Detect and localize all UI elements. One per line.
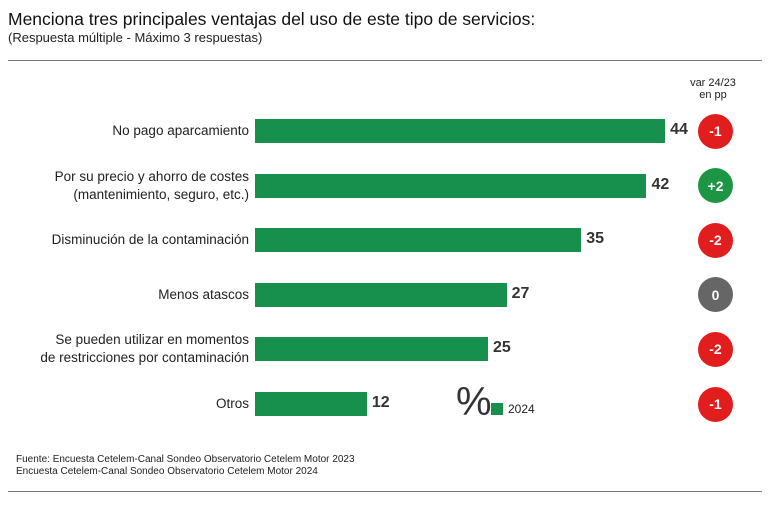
bottom-divider: [8, 491, 762, 492]
category-label-line: Por su precio y ahorro de costes: [54, 168, 249, 184]
bar: [255, 337, 488, 362]
bar-value-label: 44: [670, 121, 688, 138]
category-label: No pago aparcamiento: [0, 122, 249, 140]
bar: [255, 282, 507, 307]
legend-swatch: [491, 403, 503, 415]
category-label: Disminución de la contaminación: [0, 231, 249, 249]
bar: [255, 173, 647, 198]
source-line-2: Encuesta Cetelem-Canal Sondeo Observator…: [16, 466, 318, 477]
top-divider: [8, 60, 762, 61]
chart-title: Menciona tres principales ventajas del u…: [8, 9, 536, 29]
bar-value-label: 27: [511, 284, 530, 302]
legend-label: 2024: [508, 402, 535, 416]
category-label-line: Disminución de la contaminación: [51, 232, 249, 248]
variation-badge: -2: [698, 331, 733, 367]
bar-value-label: 42: [651, 175, 670, 193]
chart-subtitle: (Respuesta múltiple - Máximo 3 respuesta…: [8, 30, 263, 45]
category-label-line: Otros: [215, 396, 249, 411]
category-label-line: de restricciones por contaminación: [40, 350, 249, 366]
bar-value-label: 25: [493, 339, 511, 357]
category-label-line: Menos atascos: [158, 286, 249, 302]
category-label: Menos atascos: [0, 286, 249, 304]
source-note: Fuente: Encuesta Cetelem-Canal Sondeo Ob…: [16, 454, 355, 478]
bar: [255, 392, 367, 416]
variation-badge: +2: [698, 168, 733, 204]
category-label-line: (mantenimiento, seguro, etc.): [73, 186, 249, 202]
source-line-1: Fuente: Encuesta Cetelem-Canal Sondeo Ob…: [16, 454, 355, 465]
variation-badge: -2: [698, 222, 733, 258]
category-label: Por su precio y ahorro de costes (manteni…: [0, 168, 249, 204]
variation-badge: -1: [698, 386, 733, 422]
percent-symbol: %: [456, 380, 492, 424]
category-label-line: No pago aparcamiento: [112, 123, 249, 138]
variation-header-line1: var 24/23: [690, 77, 736, 89]
category-label-line: Se pueden utilizar en momentos: [55, 332, 249, 348]
bar: [255, 228, 582, 253]
variation-header: var 24/23 en pp: [678, 77, 748, 101]
bar-value-label: 12: [371, 394, 390, 411]
variation-header-line2: en pp: [699, 89, 727, 101]
variation-badge: -1: [698, 113, 733, 149]
bar: [255, 119, 666, 143]
category-label: Se pueden utilizar en momentos de restric…: [0, 331, 249, 367]
variation-badge: 0: [698, 277, 733, 313]
bar-value-label: 35: [586, 230, 604, 248]
category-label: Otros: [0, 395, 249, 413]
